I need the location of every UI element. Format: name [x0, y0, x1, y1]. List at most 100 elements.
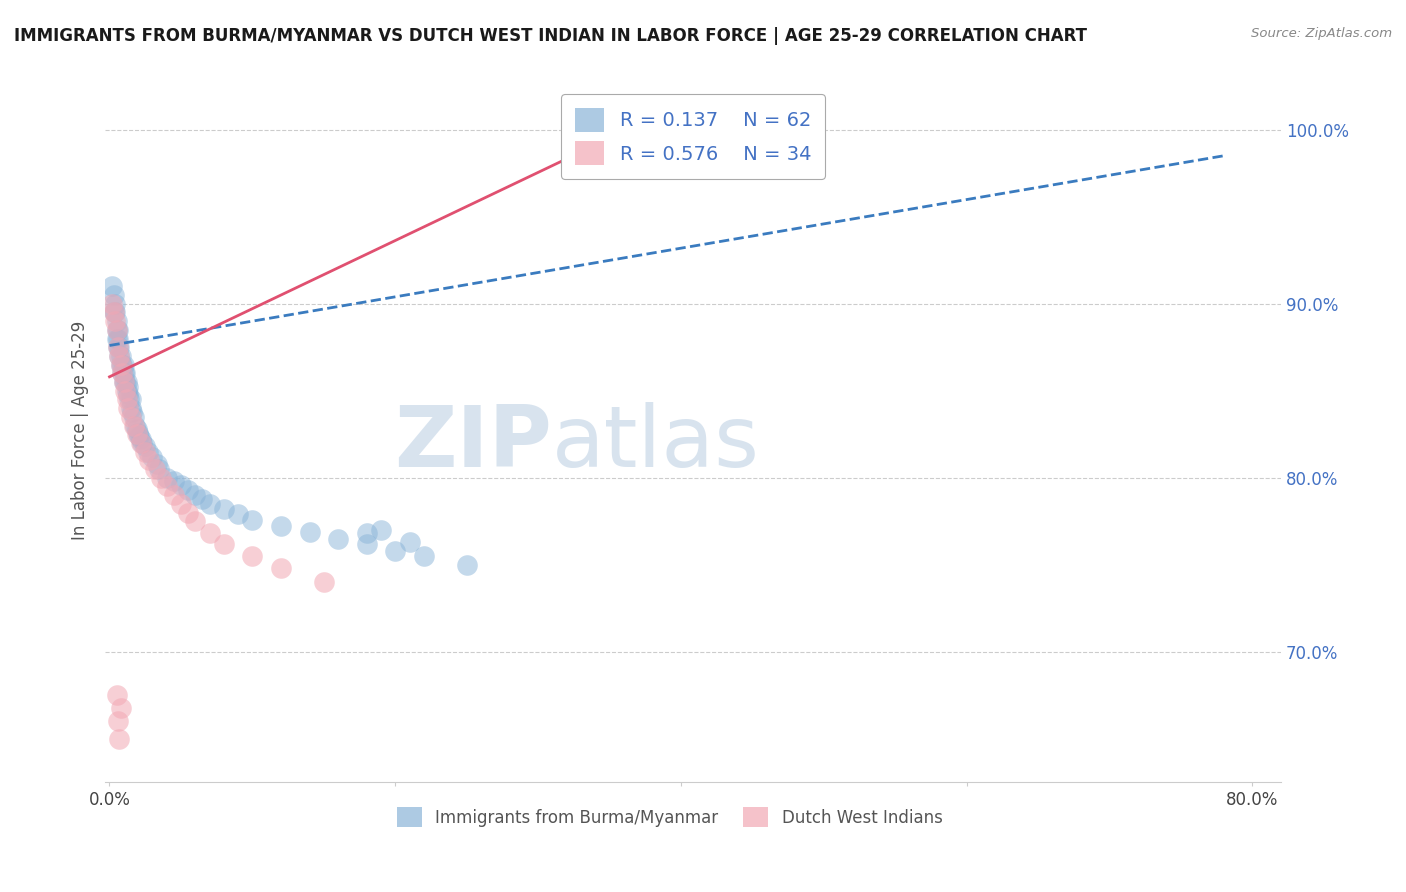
Point: [163, 475, 186, 489]
Point: [212, 537, 235, 551]
Point: [198, 497, 221, 511]
Point: [125, 427, 148, 442]
Point: [127, 425, 149, 440]
Y-axis label: In Labor Force | Age 25-29: In Labor Force | Age 25-29: [72, 320, 89, 540]
Point: [134, 444, 156, 458]
Point: [107, 332, 129, 346]
Point: [107, 340, 129, 354]
Point: [114, 367, 136, 381]
Point: [156, 479, 179, 493]
Point: [170, 477, 193, 491]
Point: [149, 471, 172, 485]
Point: [110, 349, 132, 363]
Point: [103, 288, 125, 302]
Point: [124, 418, 146, 433]
Point: [129, 433, 152, 447]
Point: [111, 367, 134, 381]
Point: [356, 526, 378, 541]
Point: [156, 471, 179, 485]
Point: [110, 358, 132, 372]
Point: [177, 506, 200, 520]
Point: [456, 558, 478, 572]
Point: [212, 502, 235, 516]
Text: ZIP: ZIP: [394, 402, 553, 485]
Point: [384, 544, 406, 558]
Point: [191, 491, 214, 506]
Point: [117, 387, 139, 401]
Legend: Immigrants from Burma/Myanmar, Dutch West Indians: Immigrants from Burma/Myanmar, Dutch Wes…: [389, 800, 949, 834]
Point: [412, 549, 434, 563]
Point: [107, 323, 129, 337]
Point: [121, 404, 143, 418]
Point: [114, 384, 136, 398]
Point: [128, 429, 150, 443]
Point: [398, 535, 420, 549]
Point: [141, 450, 163, 464]
Point: [115, 392, 138, 407]
Point: [117, 380, 139, 394]
Point: [108, 349, 131, 363]
Point: [105, 332, 128, 346]
Point: [118, 392, 141, 407]
Point: [115, 375, 138, 389]
Point: [326, 532, 349, 546]
Point: [240, 549, 263, 563]
Point: [134, 439, 156, 453]
Point: [138, 453, 160, 467]
Point: [312, 575, 335, 590]
Point: [110, 700, 132, 714]
Text: Source: ZipAtlas.com: Source: ZipAtlas.com: [1251, 27, 1392, 40]
Point: [112, 367, 135, 381]
Point: [240, 512, 263, 526]
Point: [104, 305, 127, 319]
Point: [114, 375, 136, 389]
Point: [112, 358, 135, 372]
Point: [111, 367, 134, 381]
Point: [120, 409, 142, 424]
Text: IMMIGRANTS FROM BURMA/MYANMAR VS DUTCH WEST INDIAN IN LABOR FORCE | AGE 25-29 CO: IMMIGRANTS FROM BURMA/MYANMAR VS DUTCH W…: [14, 27, 1087, 45]
Point: [148, 462, 170, 476]
Point: [104, 314, 127, 328]
Point: [107, 714, 129, 729]
Point: [356, 537, 378, 551]
Point: [129, 436, 152, 450]
Point: [370, 523, 392, 537]
Point: [184, 488, 207, 502]
Point: [108, 731, 131, 746]
Point: [108, 340, 131, 354]
Point: [270, 519, 292, 533]
Point: [108, 349, 131, 363]
Point: [122, 418, 145, 433]
Point: [131, 436, 153, 450]
Point: [103, 305, 125, 319]
Point: [170, 497, 193, 511]
Point: [101, 296, 124, 310]
Point: [136, 444, 159, 458]
Point: [226, 508, 249, 522]
Point: [105, 314, 128, 328]
Point: [117, 401, 139, 416]
Point: [145, 457, 167, 471]
Point: [115, 384, 138, 398]
Point: [122, 409, 145, 424]
Point: [112, 375, 135, 389]
Text: atlas: atlas: [553, 402, 761, 485]
Point: [101, 279, 124, 293]
Point: [103, 305, 125, 319]
Point: [105, 323, 128, 337]
Point: [120, 392, 142, 407]
Point: [120, 401, 142, 416]
Point: [105, 323, 128, 337]
Point: [143, 462, 166, 476]
Point: [184, 514, 207, 528]
Point: [110, 358, 132, 372]
Point: [104, 296, 127, 310]
Point: [125, 422, 148, 436]
Point: [163, 488, 186, 502]
Point: [112, 375, 135, 389]
Point: [298, 524, 321, 539]
Point: [111, 358, 134, 372]
Point: [177, 483, 200, 497]
Point: [107, 340, 129, 354]
Point: [105, 689, 128, 703]
